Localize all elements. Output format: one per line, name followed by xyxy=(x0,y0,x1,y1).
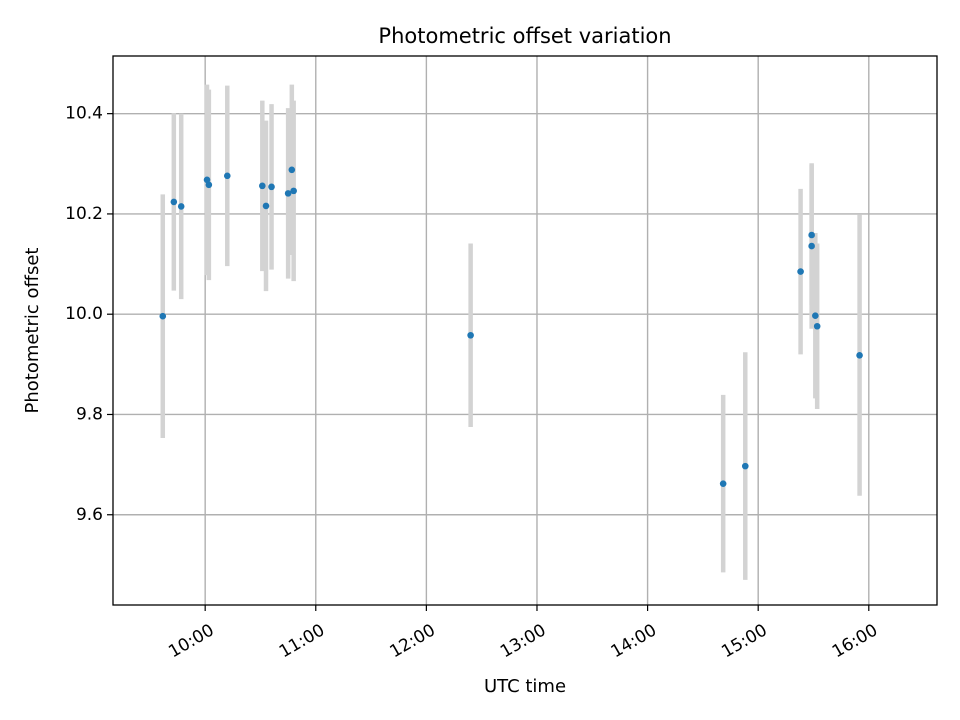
y-tick-label: 9.6 xyxy=(76,505,103,525)
data-point xyxy=(170,198,178,206)
data-point xyxy=(159,312,167,320)
data-point xyxy=(259,182,266,190)
data-point xyxy=(205,181,213,189)
y-tick-label: 10.4 xyxy=(65,104,103,124)
data-point xyxy=(288,166,296,174)
y-tick-label: 9.8 xyxy=(76,404,103,424)
data-point xyxy=(290,187,297,195)
x-tick-label: 12:00 xyxy=(386,620,438,662)
plot-area-frame xyxy=(112,55,938,606)
y-axis-label: Photometric offset xyxy=(22,248,43,414)
chart-title: Photometric offset variation xyxy=(378,24,671,48)
data-point xyxy=(177,203,185,210)
error-bars xyxy=(160,84,862,580)
y-tick-label: 10.2 xyxy=(65,204,103,224)
data-point xyxy=(808,242,815,250)
x-tick-label: 10:00 xyxy=(165,620,217,662)
data-point xyxy=(719,480,727,487)
x-axis-label: UTC time xyxy=(484,676,566,697)
data-point xyxy=(813,322,821,330)
y-tick-label: 10.0 xyxy=(65,304,103,324)
x-tick-label: 14:00 xyxy=(608,620,660,662)
data-point xyxy=(808,231,815,239)
data-points xyxy=(159,166,863,487)
data-point xyxy=(741,462,749,470)
data-point xyxy=(268,183,275,191)
data-point xyxy=(203,176,211,184)
data-point xyxy=(223,172,231,180)
x-tick-label: 11:00 xyxy=(276,620,328,662)
data-point xyxy=(284,190,292,197)
data-point xyxy=(262,202,270,210)
data-point xyxy=(797,268,804,275)
data-point xyxy=(856,352,863,359)
x-tick-label: 16:00 xyxy=(829,620,881,662)
x-tick-label: 13:00 xyxy=(497,620,549,662)
data-point xyxy=(812,312,819,320)
data-point xyxy=(467,331,474,339)
x-tick-label: 15:00 xyxy=(718,620,770,662)
